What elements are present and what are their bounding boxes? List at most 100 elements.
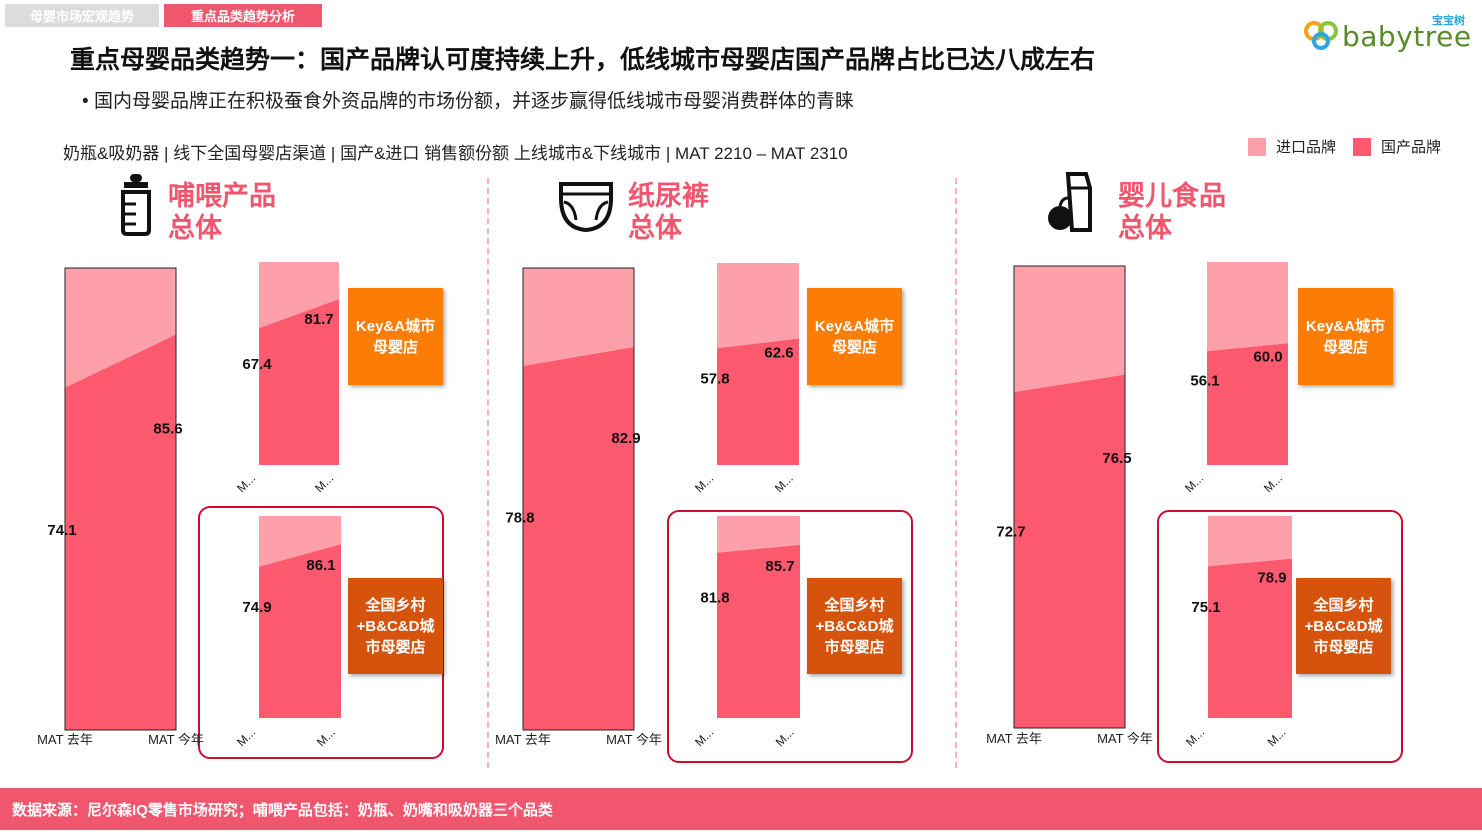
domestic-share-area <box>259 544 341 718</box>
legend-import: 进口品牌 <box>1248 136 1336 157</box>
x-tick-label: M... <box>773 725 797 749</box>
category-label-baby-food: 婴儿食品 总体 <box>1118 180 1226 244</box>
data-label-last-year: 81.8 <box>700 589 729 606</box>
legend-domestic: 国产品牌 <box>1353 136 1441 157</box>
bullet-text: 国内母婴品牌正在积极蚕食外资品牌的市场份额，并逐步赢得低线城市母婴消费群体的青睐 <box>93 91 854 112</box>
badge-text: 全国乡村+B&C&D城市母婴店 <box>1304 596 1383 656</box>
badge-rural-diapers: 全国乡村+B&C&D城市母婴店 <box>807 578 902 674</box>
panel-outline <box>522 267 635 731</box>
domestic-share-area <box>1208 558 1292 718</box>
tab-category-trends[interactable]: 重点品类趋势分析 <box>164 4 322 27</box>
badge-rural-baby-food: 全国乡村+B&C&D城市母婴店 <box>1296 578 1391 674</box>
data-label-this-year: 85.7 <box>765 558 794 575</box>
domestic-share-area <box>1207 343 1288 465</box>
badge-text: Key&A城市母婴店 <box>1305 317 1386 356</box>
import-share-area <box>65 268 176 388</box>
data-label-this-year: 82.9 <box>611 430 640 447</box>
category-sub: 总体 <box>628 213 682 243</box>
baby-food-icon <box>1048 172 1092 232</box>
badge-key-a-diapers: Key&A城市母婴店 <box>807 288 902 385</box>
data-label-this-year: 78.9 <box>1257 570 1286 587</box>
legend-domestic-label: 国产品牌 <box>1381 139 1442 156</box>
data-label-last-year: 57.8 <box>700 370 729 387</box>
x-tick-label: MAT 去年 <box>495 732 551 747</box>
import-share-area <box>259 262 339 329</box>
x-tick-label: M... <box>1261 471 1285 495</box>
x-tick-label: MAT 去年 <box>986 731 1042 746</box>
badge-text: 全国乡村+B&C&D城市母婴店 <box>356 596 435 656</box>
data-label-this-year: 86.1 <box>306 557 335 574</box>
data-label-last-year: 72.7 <box>996 524 1025 541</box>
x-tick-label: MAT 今年 <box>148 732 204 747</box>
import-share-area <box>1208 516 1292 567</box>
badge-text: Key&A城市母婴店 <box>814 317 895 356</box>
x-tick-label: M... <box>692 471 716 495</box>
page-title: 重点母婴品类趋势一：国产品牌认可度持续上升，低线城市母婴店国产品牌占比已达八成左… <box>70 46 1096 74</box>
highlight-box-diapers <box>667 510 913 763</box>
legend-import-swatch <box>1248 137 1266 156</box>
domestic-share-area <box>717 338 799 465</box>
import-share-area <box>1207 262 1288 352</box>
babytree-logo-icon <box>1304 21 1338 50</box>
chart-subtitle: 奶瓶&吸奶器 | 线下全国母婴店渠道 | 国产&进口 销售额份额 上线城市&下线… <box>63 144 848 163</box>
category-sub: 总体 <box>1118 213 1172 243</box>
badge-text: Key&A城市母婴店 <box>355 317 436 356</box>
section-divider <box>955 178 957 768</box>
category-name: 哺喂产品 <box>168 181 276 211</box>
domestic-share-area <box>259 299 339 465</box>
baby-bottle-icon <box>121 174 151 236</box>
data-label-last-year: 74.1 <box>47 522 76 539</box>
section-divider <box>487 178 489 768</box>
import-share-area <box>259 516 341 567</box>
domestic-share-area <box>1014 374 1125 728</box>
x-tick-label: M... <box>312 471 336 495</box>
category-name: 婴儿食品 <box>1118 181 1226 211</box>
bullet-point: • 国内母婴品牌正在积极蚕食外资品牌的市场份额，并逐步赢得低线城市母婴消费群体的… <box>82 91 854 112</box>
data-label-this-year: 76.5 <box>1102 450 1131 467</box>
x-tick-label: MAT 今年 <box>1097 731 1153 746</box>
legend-domestic-swatch <box>1353 137 1371 156</box>
import-share-area <box>523 268 634 366</box>
x-tick-label: M... <box>234 471 258 495</box>
badge-key-a-baby-food: Key&A城市母婴店 <box>1298 288 1393 385</box>
x-tick-label: M... <box>314 725 338 749</box>
highlight-box-baby-food <box>1157 510 1403 763</box>
data-label-last-year: 74.9 <box>242 599 271 616</box>
diaper-icon <box>559 182 613 233</box>
data-label-last-year: 78.8 <box>505 509 534 526</box>
data-label-this-year: 62.6 <box>764 345 793 362</box>
x-tick-label: M... <box>772 471 796 495</box>
footer-source: 数据来源：尼尔森IQ零售市场研究；哺喂产品包括：奶瓶、奶嘴和吸奶器三个品类 <box>0 788 1482 830</box>
panel-outline <box>1013 265 1126 729</box>
x-tick-label: M... <box>1265 725 1289 749</box>
x-tick-label: M... <box>692 725 716 749</box>
domestic-share-area <box>65 334 176 730</box>
data-label-this-year: 81.7 <box>304 311 333 328</box>
x-tick-label: MAT 今年 <box>606 732 662 747</box>
category-label-feeding: 哺喂产品 总体 <box>168 180 276 244</box>
badge-rural-feeding: 全国乡村+B&C&D城市母婴店 <box>348 578 443 674</box>
data-label-last-year: 56.1 <box>1190 372 1219 389</box>
import-share-area <box>717 516 800 553</box>
import-share-area <box>1014 266 1125 393</box>
logo-wordmark: babytree <box>1342 20 1472 53</box>
data-label-last-year: 67.4 <box>242 356 272 373</box>
badge-key-a-feeding: Key&A城市母婴店 <box>348 288 443 385</box>
domestic-share-area <box>717 544 800 718</box>
panel-outline <box>64 267 177 731</box>
category-sub: 总体 <box>168 213 222 243</box>
highlight-box-feeding <box>198 506 444 759</box>
x-tick-label: MAT 去年 <box>37 732 93 747</box>
import-share-area <box>717 263 799 349</box>
x-tick-label: M... <box>1182 471 1206 495</box>
data-label-last-year: 75.1 <box>1191 599 1220 616</box>
data-label-this-year: 85.6 <box>153 420 182 437</box>
x-tick-label: M... <box>234 725 258 749</box>
domestic-share-area <box>523 347 634 730</box>
tab-macro-trends[interactable]: 母婴市场宏观趋势 <box>5 4 159 27</box>
legend-import-label: 进口品牌 <box>1276 139 1337 156</box>
badge-text: 全国乡村+B&C&D城市母婴店 <box>815 596 894 656</box>
category-name: 纸尿裤 <box>628 181 709 211</box>
category-label-diapers: 纸尿裤 总体 <box>628 180 709 244</box>
